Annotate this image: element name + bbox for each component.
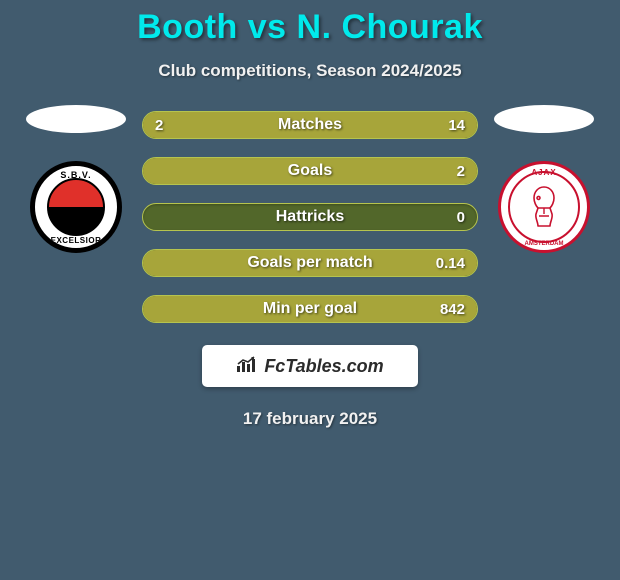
stat-left-value: 2 (155, 112, 163, 138)
stat-label: Hattricks (143, 204, 477, 230)
stat-row: Hattricks0 (142, 203, 478, 231)
excelsior-inner-icon (47, 178, 105, 236)
stat-row: Min per goal842 (142, 295, 478, 323)
right-club-logo: AJAX AMSTERDAM (498, 161, 590, 253)
stat-right-value: 842 (440, 296, 465, 322)
stat-label: Min per goal (143, 296, 477, 322)
stat-right-value: 0.14 (436, 250, 465, 276)
subtitle: Club competitions, Season 2024/2025 (0, 61, 620, 81)
ajax-inner-ring (508, 171, 580, 243)
date-label: 17 february 2025 (0, 409, 620, 429)
stat-row: Goals2 (142, 157, 478, 185)
stat-row: 2Matches14 (142, 111, 478, 139)
left-club-logo: S.B.V. EXCELSIOR (30, 161, 122, 253)
branding-text: FcTables.com (264, 356, 383, 377)
right-player-column: AJAX AMSTERDAM (484, 111, 604, 253)
stat-row: Goals per match0.14 (142, 249, 478, 277)
comparison-card: Booth vs N. Chourak Club competitions, S… (0, 0, 620, 429)
stats-column: 2Matches14Goals2Hattricks0Goals per matc… (136, 111, 484, 323)
stat-right-value: 14 (448, 112, 465, 138)
stat-label: Matches (143, 112, 477, 138)
stat-label: Goals per match (143, 250, 477, 276)
ajax-label: AJAX (501, 168, 587, 177)
content-row: S.B.V. EXCELSIOR 2Matches14Goals2Hattric… (0, 111, 620, 323)
left-player-column: S.B.V. EXCELSIOR (16, 111, 136, 253)
ajax-sub: AMSTERDAM (501, 241, 587, 247)
excelsior-text-top: S.B.V. (35, 170, 117, 180)
page-title: Booth vs N. Chourak (0, 8, 620, 47)
branding-chart-icon (236, 355, 258, 378)
stat-right-value: 0 (457, 204, 465, 230)
left-flag-oval (26, 105, 126, 133)
ajax-head-icon (524, 184, 564, 230)
stat-right-value: 2 (457, 158, 465, 184)
stat-label: Goals (143, 158, 477, 184)
branding-badge[interactable]: FcTables.com (202, 345, 418, 387)
right-flag-oval (494, 105, 594, 133)
excelsior-text-bottom: EXCELSIOR (35, 236, 117, 245)
